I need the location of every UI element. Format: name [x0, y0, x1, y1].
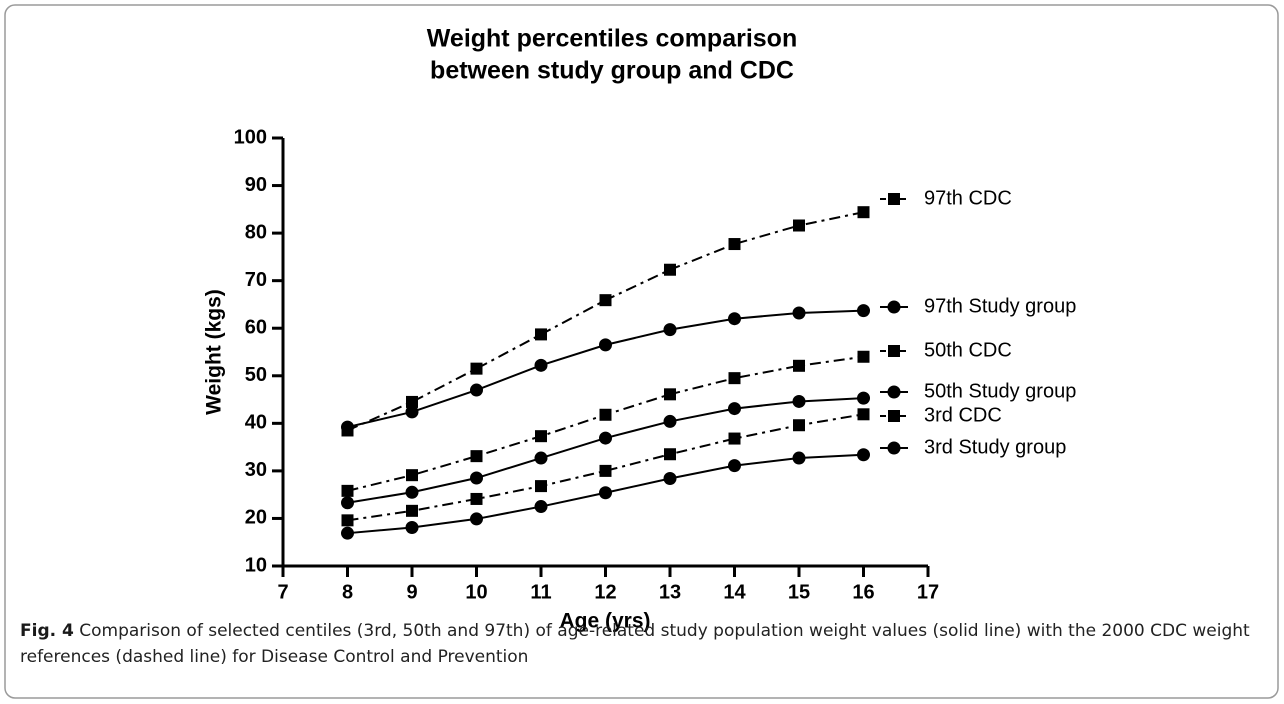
y-tick-label: 10: [245, 554, 267, 576]
marker: [470, 450, 483, 463]
chart-title: Weight percentiles comparison: [427, 25, 797, 53]
marker: [599, 408, 612, 421]
legend-label: 97th Study group: [924, 295, 1076, 317]
x-tick-label: 16: [852, 581, 874, 603]
legend-label: 3rd Study group: [924, 436, 1066, 458]
x-tick-label: 17: [917, 581, 939, 603]
marker: [728, 238, 741, 251]
marker: [470, 383, 483, 397]
marker: [888, 345, 900, 357]
marker: [406, 395, 418, 408]
marker: [793, 219, 805, 232]
marker: [664, 388, 676, 401]
caption-text: Comparison of selected centiles (3rd, 50…: [20, 621, 1250, 667]
marker: [599, 338, 612, 352]
marker: [728, 432, 741, 445]
marker: [663, 414, 677, 428]
marker: [857, 350, 870, 363]
marker: [793, 359, 805, 372]
x-tick-label: 9: [406, 581, 417, 603]
marker: [728, 459, 741, 473]
legend-label: 50th Study group: [924, 380, 1076, 402]
x-tick-label: 14: [723, 581, 746, 603]
series-line: [347, 413, 864, 522]
marker: [341, 484, 354, 497]
x-tick-label: 7: [277, 581, 288, 603]
marker: [792, 394, 806, 408]
x-tick-label: 10: [465, 581, 487, 603]
x-axis-label: Age (yrs): [559, 610, 650, 633]
marker: [534, 500, 548, 514]
caption: Fig. 4 Comparison of selected centiles (…: [20, 618, 1260, 670]
legend-label: 50th CDC: [924, 339, 1012, 361]
marker: [470, 362, 483, 375]
marker: [728, 402, 741, 416]
marker: [857, 408, 870, 421]
marker: [535, 430, 547, 443]
marker: [406, 504, 418, 517]
marker: [857, 391, 870, 405]
marker: [663, 471, 677, 485]
marker: [405, 520, 419, 534]
marker: [535, 328, 547, 341]
marker: [599, 294, 612, 307]
y-tick-label: 80: [245, 221, 267, 243]
marker: [887, 385, 901, 399]
marker: [599, 464, 612, 477]
x-tick-label: 12: [594, 581, 616, 603]
marker: [887, 441, 901, 455]
legend-label: 3rd CDC: [924, 404, 1002, 426]
marker: [599, 431, 612, 445]
marker: [406, 469, 418, 482]
marker: [888, 410, 900, 422]
marker: [470, 471, 483, 485]
marker: [792, 451, 806, 465]
marker: [341, 496, 354, 510]
marker: [728, 312, 741, 326]
y-tick-label: 100: [234, 126, 267, 148]
y-axis-label: Weight (kgs): [203, 289, 226, 415]
marker: [470, 492, 483, 505]
marker: [341, 420, 354, 434]
marker: [664, 263, 676, 276]
marker: [534, 451, 548, 465]
marker: [857, 206, 870, 219]
x-tick-label: 8: [342, 581, 353, 603]
series-line: [347, 211, 864, 432]
marker: [341, 514, 354, 527]
frame: [4, 4, 1279, 699]
caption-label: Fig. 4: [20, 621, 74, 641]
y-tick-label: 30: [245, 459, 267, 481]
marker: [887, 300, 901, 314]
marker: [470, 512, 483, 526]
marker: [534, 358, 548, 372]
marker: [857, 304, 870, 318]
marker: [728, 372, 741, 385]
y-tick-label: 20: [245, 507, 267, 529]
marker: [341, 526, 354, 540]
x-tick-label: 13: [659, 581, 681, 603]
marker: [888, 193, 900, 205]
marker: [792, 306, 806, 320]
y-tick-label: 60: [245, 317, 267, 339]
y-tick-label: 40: [245, 412, 267, 434]
chart-title: between study group and CDC: [430, 57, 794, 85]
marker: [599, 486, 612, 500]
legend-label: 97th CDC: [924, 187, 1012, 209]
y-tick-label: 50: [245, 364, 267, 386]
marker: [857, 448, 870, 462]
x-tick-label: 11: [530, 581, 551, 603]
marker: [405, 485, 419, 499]
x-tick-label: 15: [788, 581, 810, 603]
marker: [663, 323, 677, 337]
y-tick-label: 90: [245, 174, 267, 196]
marker: [793, 419, 805, 432]
marker: [664, 448, 676, 461]
marker: [405, 405, 419, 419]
y-tick-label: 70: [245, 269, 267, 291]
marker: [535, 480, 547, 493]
